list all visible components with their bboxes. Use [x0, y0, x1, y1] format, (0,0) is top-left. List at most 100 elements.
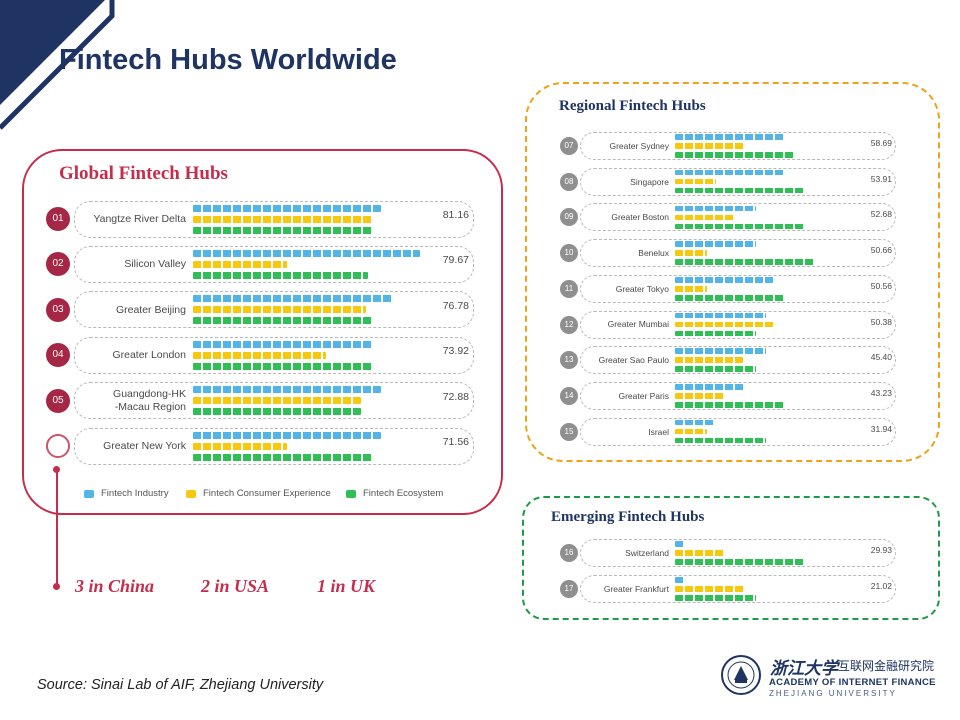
hub-city-name: Greater Boston: [611, 212, 669, 223]
bar-industry: [675, 541, 685, 547]
hub-rank-badge: 13: [560, 351, 578, 370]
regional-hubs-title: Regional Fintech Hubs: [559, 98, 706, 114]
bar-consumer: [193, 351, 327, 359]
bar-industry: [675, 312, 766, 319]
hub-city-name: Switzerland: [625, 547, 669, 558]
hub-city-name: Greater Beijing: [115, 303, 186, 316]
legend-industry-swatch: [84, 489, 94, 498]
hub-rank-badge: 05: [46, 388, 70, 413]
bar-ecosystem: [193, 317, 374, 325]
bar-industry: [675, 348, 766, 354]
bar-industry: [675, 241, 756, 247]
timeline-dot-top: [53, 466, 60, 473]
legend-ecosystem-swatch: [346, 489, 356, 498]
bar-industry: [193, 249, 421, 257]
bar-industry: [193, 340, 374, 348]
hub-rank-badge: 10: [560, 244, 578, 263]
hub-rank-badge: 15: [560, 422, 578, 441]
emerging-hubs-panel: [522, 496, 940, 620]
bar-ecosystem: [675, 402, 786, 408]
bar-consumer: [675, 178, 717, 185]
hub-rank-badge: 08: [560, 172, 578, 191]
hub-city-name: Greater New York: [103, 439, 186, 452]
hub-city-name: Greater Frankfurt: [603, 583, 669, 594]
legend-industry: Fintech Industry: [84, 488, 169, 499]
bar-consumer: [675, 286, 707, 292]
hub-score: 50.38: [870, 316, 892, 327]
legend-ecosystem: Fintech Ecosystem: [346, 488, 443, 499]
hub-city-name: Benelux: [638, 248, 669, 258]
hub-rank-badge: 07: [560, 137, 578, 155]
university-seal-logo: [721, 655, 761, 695]
hub-city-name: Silicon Valley: [124, 258, 186, 271]
global-hubs-title: Global Fintech Hubs: [59, 163, 228, 184]
bar-consumer: [675, 143, 744, 149]
hub-score: 29.93: [870, 545, 892, 555]
hub-score: 81.16: [442, 209, 469, 221]
bar-ecosystem: [675, 559, 806, 565]
bar-ecosystem: [675, 152, 796, 158]
hub-city-name: Israel: [648, 426, 669, 437]
summary-china: 3 in China: [75, 576, 155, 596]
legend-ecosystem-label: Fintech Ecosystem: [363, 488, 444, 499]
bar-consumer: [675, 214, 735, 221]
bar-industry: [675, 205, 756, 212]
hub-city-name: Guangdong-HK -Macau Region: [113, 388, 186, 413]
hub-score: 72.88: [442, 390, 469, 403]
logo-script-name: 浙江大学: [770, 659, 838, 679]
bar-consumer: [193, 260, 287, 268]
emerging-hubs-title: Emerging Fintech Hubs: [551, 509, 705, 525]
timeline-dot-bottom: [53, 583, 60, 590]
bar-ecosystem: [193, 362, 374, 370]
logo-university-en: ZHEJIANG UNIVERSITY: [769, 689, 897, 698]
hub-city-name: Greater London: [112, 348, 186, 361]
hub-city-name: Singapore: [630, 176, 669, 187]
summary-uk: 1 in UK: [317, 576, 376, 596]
bar-consumer: [675, 321, 776, 328]
legend-consumer-label: Fintech Consumer Experience: [203, 488, 331, 499]
hub-rank-badge: 17: [560, 580, 578, 598]
bar-ecosystem: [675, 187, 806, 194]
hub-score: 45.40: [870, 352, 892, 363]
legend-industry-label: Fintech Industry: [101, 488, 169, 499]
global-hubs-panel: [22, 149, 503, 515]
hub-score: 58.69: [870, 138, 892, 148]
hub-score: 53.91: [870, 173, 892, 184]
bar-consumer: [193, 306, 366, 314]
legend-consumer-swatch: [186, 489, 196, 498]
bar-consumer: [193, 442, 287, 450]
hub-row-frame: [580, 539, 896, 567]
bar-ecosystem: [675, 223, 806, 230]
regional-hubs-panel: [525, 82, 940, 462]
bar-consumer: [675, 428, 707, 435]
hub-rank-badge: 14: [560, 386, 578, 405]
bar-ecosystem: [193, 408, 361, 416]
bar-industry: [193, 431, 381, 439]
hub-score: 50.56: [870, 280, 892, 291]
hub-rank-badge: 16: [560, 544, 578, 562]
logo-institute-cn: 互联网金融研究院: [838, 659, 935, 673]
source-note: Source: Sinai Lab of AIF, Zhejiang Unive…: [37, 677, 324, 693]
bar-ecosystem: [193, 271, 369, 279]
hub-city-name: Greater Sao Paulo: [598, 355, 669, 366]
hub-score: 71.56: [442, 436, 469, 448]
hub-score: 76.78: [442, 299, 469, 312]
bar-consumer: [193, 215, 374, 223]
bar-consumer: [675, 550, 725, 556]
bar-industry: [675, 277, 776, 283]
bar-industry: [193, 204, 381, 212]
bar-consumer: [675, 393, 725, 399]
hub-rank-badge: 01: [46, 207, 70, 231]
legend-consumer: Fintech Consumer Experience: [186, 488, 331, 499]
bar-ecosystem: [675, 259, 815, 265]
hub-city-name: Yangtze River Delta: [93, 212, 186, 225]
bar-ecosystem: [675, 330, 756, 337]
bar-industry: [675, 419, 715, 426]
hub-score: 21.02: [870, 581, 892, 591]
bar-industry: [193, 295, 394, 303]
bar-industry: [675, 577, 685, 583]
bar-industry: [193, 386, 381, 394]
bar-ecosystem: [675, 595, 756, 601]
bar-consumer: [193, 397, 361, 405]
hub-rank-badge: 11: [560, 279, 578, 298]
